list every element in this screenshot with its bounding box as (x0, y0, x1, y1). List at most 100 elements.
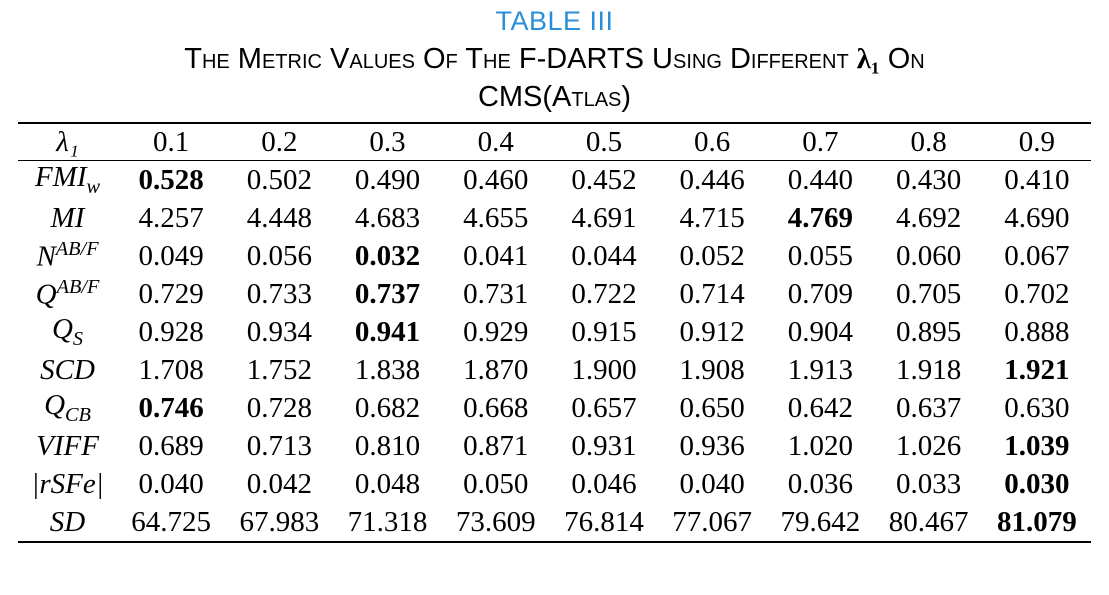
table-cell: 0.036 (787, 467, 853, 500)
table-cell: 0.460 (463, 163, 529, 196)
table-cell: 0.033 (895, 467, 962, 500)
table-cell: 0.941 (354, 315, 421, 348)
table-cell: 0.936 (679, 429, 745, 462)
table-caption: TABLE III The Metric Values Of The F-DAR… (0, 4, 1109, 116)
table-cell: 0.056 (246, 239, 312, 272)
table-cell: 0.904 (787, 315, 853, 348)
table-cell: 4.690 (1004, 201, 1070, 234)
table-cell: 0.912 (679, 315, 745, 348)
table-cell: 0.040 (138, 467, 204, 500)
table-cell: 0.810 (354, 429, 421, 462)
table-cell: 0.630 (1004, 391, 1070, 424)
table-title-text: The Metric Values Of The F-DARTS Using D… (184, 43, 857, 75)
metric-name: QAB/F (35, 276, 100, 311)
table-cell: 0.728 (246, 391, 312, 424)
header-col: 0.5 (585, 125, 623, 158)
table-row: FMIw 0.528 0.502 0.490 0.460 0.452 0.446 0.440 0… (18, 161, 1091, 200)
table-cell: 4.769 (787, 201, 853, 234)
table-row: VIFF 0.689 0.713 0.810 0.871 0.931 0.936 1.020 1… (18, 427, 1091, 465)
table-cell: 0.041 (463, 239, 529, 272)
metric-name: QS (51, 313, 84, 350)
table-cell: 0.689 (138, 429, 204, 462)
header-col: 0.8 (910, 125, 947, 158)
table-row: SD 64.725 67.983 71.318 73.609 76.814 77.067 79… (18, 503, 1091, 542)
table-cell: 67.983 (239, 505, 320, 538)
table-cell: 0.928 (138, 315, 204, 348)
table-cell: 0.032 (354, 239, 421, 272)
table-row: QCB 0.746 0.728 0.682 0.668 0.657 0.650 0.642 0.… (18, 389, 1091, 427)
table-cell: 0.682 (354, 391, 421, 424)
table-cell: 1.752 (246, 353, 312, 386)
table-cell: 0.657 (571, 391, 637, 424)
table-cell: 1.918 (895, 353, 962, 386)
table-cell: 1.039 (1004, 429, 1070, 462)
table-row: SCD 1.708 1.752 1.838 1.870 1.900 1.908 1.913 1.… (18, 351, 1091, 389)
table-cell: 0.731 (463, 277, 529, 310)
table-cell: 0.030 (1004, 467, 1070, 500)
header-col: 0.1 (153, 125, 190, 158)
table-cell: 81.079 (996, 505, 1077, 538)
table-cell: 0.440 (787, 163, 853, 196)
table-cell: 0.067 (1004, 239, 1070, 272)
header-lambda: λ₁ (56, 125, 79, 158)
table-cell: 73.609 (455, 505, 536, 538)
table-cell: 0.637 (895, 391, 962, 424)
table-cell: 79.642 (780, 505, 861, 538)
table-cell: 0.430 (895, 163, 962, 196)
table-cell: 1.900 (571, 353, 637, 386)
table-cell: 80.467 (888, 505, 969, 538)
table-cell: 1.838 (354, 353, 421, 386)
table-cell: 4.448 (246, 201, 312, 234)
table-cell: 0.055 (787, 239, 853, 272)
table-cell: 0.722 (571, 277, 637, 310)
lambda-symbol: λ₁ (856, 43, 880, 75)
table-cell: 1.908 (679, 353, 745, 386)
table-cell: 4.683 (354, 201, 421, 234)
table-cell: 1.020 (787, 429, 853, 462)
table-cell: 0.895 (895, 315, 962, 348)
header-row: λ₁ 0.1 0.2 0.3 0.4 0.5 0.6 0.7 0.8 0.9 (18, 123, 1091, 161)
metric-name: |rSFe| (31, 467, 104, 500)
table-cell: 0.528 (138, 163, 204, 196)
table-cell: 0.452 (571, 163, 637, 196)
header-col: 0.3 (369, 125, 406, 158)
table-cell: 71.318 (347, 505, 428, 538)
table-cell: 0.042 (246, 467, 312, 500)
table-cell: 0.650 (679, 391, 745, 424)
table-row: QS 0.928 0.934 0.941 0.929 0.915 0.912 0.904 0.8… (18, 313, 1091, 351)
table-row: NAB/F 0.049 0.056 0.032 0.041 0.044 0.052 0.055… (18, 237, 1091, 275)
table-label: TABLE III (495, 6, 614, 36)
metric-name: VIFF (36, 429, 99, 462)
table-cell: 0.050 (463, 467, 529, 500)
table-cell: 0.737 (354, 277, 421, 310)
table-cell: 4.655 (463, 201, 529, 234)
header-col: 0.9 (1018, 125, 1055, 158)
metric-name: FMIw (34, 161, 101, 198)
table-row: MI 4.257 4.448 4.683 4.655 4.691 4.715 4.769 4.6… (18, 199, 1091, 237)
metric-name: NAB/F (36, 238, 99, 273)
table-cell: 4.691 (571, 201, 637, 234)
table-cell: 64.725 (131, 505, 212, 538)
table-cell: 0.714 (679, 277, 745, 310)
table-title-line2: CMS(Atlas) (477, 81, 632, 113)
table-cell: 0.446 (679, 163, 745, 196)
table-cell: 0.713 (246, 429, 312, 462)
table-cell: 0.929 (463, 315, 529, 348)
table-cell: 4.257 (138, 201, 204, 234)
table-cell: 0.888 (1004, 315, 1070, 348)
table-cell: 1.026 (895, 429, 962, 462)
table-cell: 0.934 (246, 315, 312, 348)
table-title: The Metric Values Of The F-DARTS Using D… (0, 40, 1109, 116)
table-cell: 0.040 (679, 467, 745, 500)
table-cell: 0.871 (463, 429, 529, 462)
table-cell: 0.668 (463, 391, 529, 424)
table-cell: 1.870 (463, 353, 529, 386)
table-cell: 0.733 (246, 277, 312, 310)
table-cell: 0.746 (138, 391, 204, 424)
metric-name: QCB (44, 389, 91, 426)
table-cell: 0.048 (354, 467, 421, 500)
table-cell: 0.642 (787, 391, 853, 424)
table-cell: 0.060 (895, 239, 962, 272)
table-cell: 0.915 (571, 315, 637, 348)
table-cell: 0.705 (895, 277, 962, 310)
